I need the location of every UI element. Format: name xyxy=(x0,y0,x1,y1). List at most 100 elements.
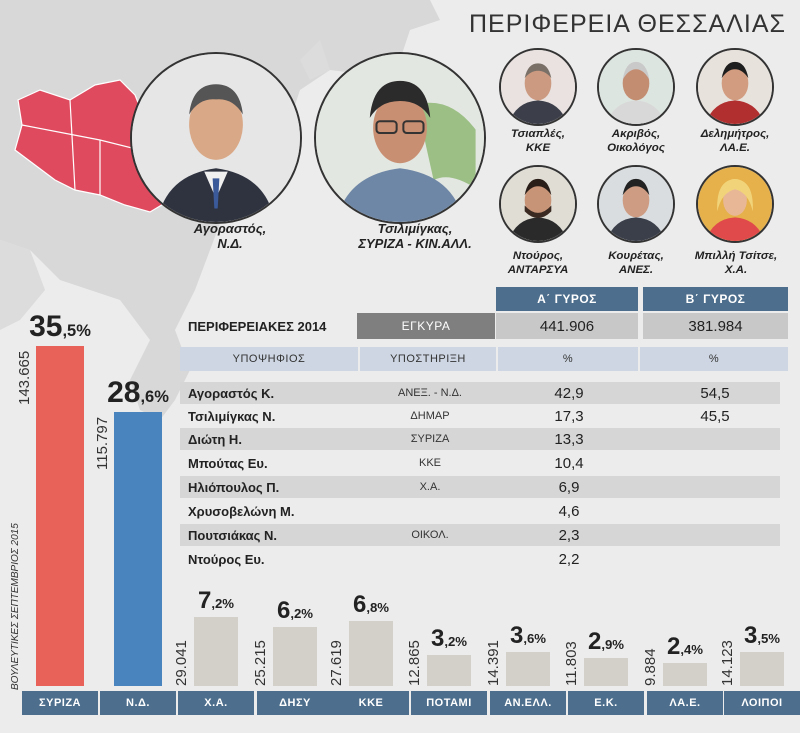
row-pct1: 17,3 xyxy=(554,407,584,425)
pct-dec: ,5% xyxy=(62,322,91,340)
person-photo-icon xyxy=(132,54,300,222)
round1-header: Α΄ ΓΥΡΟΣ xyxy=(496,287,638,311)
caption-delimitros: Δελημήτρος, ΛΑ.Ε. xyxy=(687,128,783,155)
pct-int: 6 xyxy=(352,591,367,618)
row-support: ΑΝΕΞ. - Ν.Δ. xyxy=(397,387,462,399)
pct-dec: ,8% xyxy=(366,600,390,615)
caption-ntouros: Ντούρος, ΑΝΤΑΡΣΥΑ xyxy=(490,250,586,277)
valid-label: ΕΓΚΥΡΑ xyxy=(357,313,495,339)
bar-4 xyxy=(273,627,317,686)
vote-label: 143.665 xyxy=(16,350,33,405)
pct-int: 3 xyxy=(430,625,445,652)
vote-label: 27.619 xyxy=(328,640,345,686)
row-pct2: 54,5 xyxy=(700,384,730,402)
portrait-kouretas xyxy=(597,165,675,243)
person-photo-icon xyxy=(501,167,575,241)
row-pct1: 42,9 xyxy=(554,384,584,402)
portrait-agorastos xyxy=(130,52,302,224)
pct-dec: ,2% xyxy=(444,634,468,649)
row-candidate: Αγοραστός Κ. xyxy=(188,385,275,401)
row-support: ΔΗΜΑΡ xyxy=(410,410,450,422)
category-label: ΛΑ.Ε. xyxy=(647,691,723,715)
pct-label: 7,2% xyxy=(180,587,252,615)
candidate-name: Ντούρος, xyxy=(512,250,564,262)
col-pct1-header: % xyxy=(498,347,638,371)
row-pct2 xyxy=(642,500,788,522)
pct-int: 7 xyxy=(197,587,212,614)
candidate-name: Αγοραστός, xyxy=(193,221,267,236)
row-pct1: 6,9 xyxy=(558,478,580,496)
row-pct2 xyxy=(642,524,788,546)
pct-int: 35 xyxy=(29,310,63,343)
table-row: Χρυσοβελώνη Μ. 4,6 xyxy=(180,500,780,522)
bar-1 xyxy=(36,346,84,686)
row-pct2: 45,5 xyxy=(700,407,730,425)
vote-label: 11.803 xyxy=(563,641,580,686)
row-support: Χ.Α. xyxy=(419,481,441,493)
vote-label: 9.884 xyxy=(642,648,659,686)
row-support xyxy=(360,548,500,570)
candidate-name: Μπιλλή Τσίτσε, xyxy=(694,250,778,262)
bar-8 xyxy=(584,658,628,686)
candidate-party: ΑΝΤΑΡΣΥΑ xyxy=(507,263,569,276)
row-pct1: 13,3 xyxy=(554,430,584,448)
row-support: ΣΥΡΙΖΑ xyxy=(410,433,450,445)
candidate-party: Χ.Α. xyxy=(724,263,748,276)
candidate-name: Δελημήτρος, xyxy=(700,128,770,140)
bar-9 xyxy=(663,663,707,686)
candidate-party: ΚΚΕ xyxy=(525,141,551,154)
person-photo-icon xyxy=(501,50,575,124)
bar-6 xyxy=(427,655,471,686)
person-photo-icon xyxy=(599,50,673,124)
bar-5 xyxy=(349,621,393,686)
col-support-header: ΥΠΟΣΤΗΡΙΞΗ xyxy=(360,347,496,371)
candidate-party: ΣΥΡΙΖΑ - ΚΙΝ.ΑΛΛ. xyxy=(358,236,472,252)
row-pct1: 2,2 xyxy=(558,550,580,568)
pct-int: 6 xyxy=(276,597,291,624)
candidate-name: Ακριβός, xyxy=(611,128,661,140)
pct-dec: ,2% xyxy=(290,606,314,621)
candidate-name: Τσιλιμίγκας, xyxy=(377,221,453,236)
table-row: Διώτη Η. ΣΥΡΙΖΑ 13,3 xyxy=(180,428,780,450)
row-pct1: 10,4 xyxy=(554,454,584,472)
candidate-party: ΛΑ.Ε. xyxy=(719,141,751,154)
row-support: ΟΙΚΟΛ. xyxy=(411,529,449,541)
category-label: ΛΟΙΠΟΙ xyxy=(724,691,800,715)
table-row: Τσιλιμίγκας Ν. ΔΗΜΑΡ 17,3 45,5 xyxy=(180,405,780,427)
row-support xyxy=(360,500,500,522)
row-pct2 xyxy=(642,428,788,450)
category-label: ΑΝ.ΕΛΛ. xyxy=(490,691,566,715)
row-candidate: Διώτη Η. xyxy=(188,431,242,447)
category-label: Ε.Κ. xyxy=(568,691,644,715)
pct-int: 2 xyxy=(666,633,681,660)
candidate-party: Οικολόγος xyxy=(607,141,665,154)
row-candidate: Ντούρος Ευ. xyxy=(188,551,265,567)
pct-int: 2 xyxy=(587,628,602,655)
regional-title: ΠΕΡΙΦΕΡΕΙΑΚΕΣ 2014 xyxy=(188,318,327,334)
portrait-akrivos xyxy=(597,48,675,126)
pct-label: 2,4% xyxy=(649,633,721,661)
category-label: ΔΗΣΥ xyxy=(257,691,333,715)
portrait-billi-tsitse xyxy=(696,165,774,243)
table-row: Πουτσιάκας Ν. ΟΙΚΟΛ. 2,3 xyxy=(180,524,780,546)
pct-dec: ,6% xyxy=(523,631,547,646)
row-candidate: Μπούτας Ευ. xyxy=(188,455,268,471)
vote-label: 14.123 xyxy=(719,640,736,686)
row-pct2 xyxy=(642,452,788,474)
pct-label: 3,2% xyxy=(413,625,485,653)
person-photo-icon xyxy=(698,50,772,124)
caption-agorastos: Αγοραστός, Ν.Δ. xyxy=(190,221,270,252)
table-row: Αγοραστός Κ. ΑΝΕΞ. - Ν.Δ. 42,9 54,5 xyxy=(180,382,780,404)
table-row: Ηλιόπουλος Π. Χ.Α. 6,9 xyxy=(180,476,780,498)
category-label: Χ.Α. xyxy=(178,691,254,715)
row-candidate: Πουτσιάκας Ν. xyxy=(188,527,278,543)
row-candidate: Ηλιόπουλος Π. xyxy=(188,479,280,495)
pct-int: 3 xyxy=(509,622,524,649)
category-label: ΣΥΡΙΖΑ xyxy=(22,691,98,715)
row-candidate: Χρυσοβελώνη Μ. xyxy=(188,503,295,519)
caption-tsiaples: Τσιαπλές, ΚΚΕ xyxy=(490,128,586,155)
pct-dec: ,5% xyxy=(757,631,781,646)
caption-billi-tsitse: Μπιλλή Τσίτσε, Χ.Α. xyxy=(684,250,788,277)
vote-label: 115.797 xyxy=(94,416,111,470)
col-pct2-header: % xyxy=(640,347,788,371)
